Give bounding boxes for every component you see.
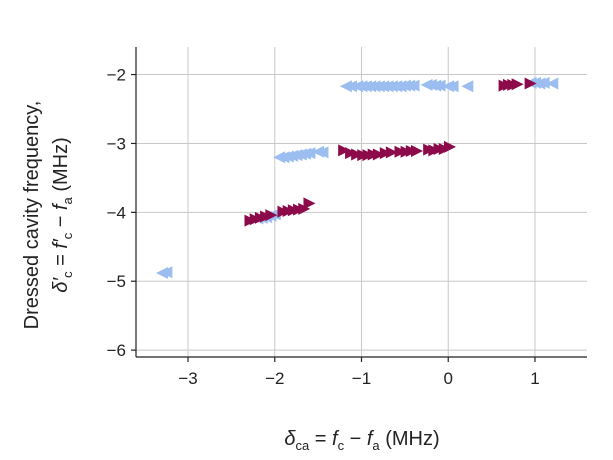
- data-point-right-triangle: [394, 145, 407, 158]
- data-point-right-triangle: [443, 140, 456, 153]
- data-point-right-triangle: [411, 145, 424, 158]
- data-point-left-triangle: [446, 80, 459, 93]
- data-point-left-triangle: [345, 80, 358, 93]
- data-point-right-triangle: [345, 147, 358, 160]
- x-axis-title: δca = fc − fa (MHz): [284, 428, 439, 453]
- data-point-right-triangle: [379, 147, 392, 160]
- data-point-right-triangle: [524, 77, 537, 90]
- data-point-right-triangle: [511, 78, 524, 91]
- y-axis-title: Dressed cavity frequency, δ′c = f′c − fa…: [21, 101, 75, 330]
- data-point-right-triangle: [351, 148, 364, 161]
- data-point-right-triangle: [372, 148, 385, 161]
- data-point-left-triangle: [303, 147, 316, 160]
- data-point-right-triangle: [385, 146, 398, 159]
- y-tick-label: −2: [107, 66, 126, 85]
- data-point-right-triangle: [303, 197, 316, 210]
- y-tick-label: −4: [107, 203, 126, 222]
- y-axis-title-line2: δ′c = f′c − fa (MHz): [50, 137, 75, 293]
- data-point-left-triangle: [160, 266, 173, 279]
- data-point-left-triangle: [433, 79, 446, 92]
- series-left-triangle: [156, 76, 559, 279]
- x-tick-label: −2: [265, 369, 284, 388]
- x-tick-label: −1: [352, 369, 371, 388]
- x-axis-ticks: −3 −2 −1 0 1: [178, 357, 540, 388]
- x-tick-label: 0: [443, 369, 452, 388]
- data-point-left-triangle: [461, 80, 474, 93]
- x-tick-label: 1: [530, 369, 539, 388]
- data-point-right-triangle: [265, 209, 278, 222]
- data-point-left-triangle: [316, 146, 329, 159]
- y-axis-ticks: −2 −3 −4 −5 −6: [107, 66, 136, 360]
- y-axis-title-line1: Dressed cavity frequency,: [21, 101, 43, 330]
- y-tick-label: −5: [107, 272, 126, 291]
- data-point-left-triangle: [537, 76, 550, 89]
- data-point-right-triangle: [338, 144, 351, 157]
- x-tick-label: −3: [178, 369, 197, 388]
- y-tick-label: −6: [107, 341, 126, 360]
- data-point-left-triangle: [546, 77, 559, 90]
- grid-lines: [136, 47, 587, 357]
- data-points: [156, 76, 559, 279]
- series-right-triangle: [244, 77, 537, 227]
- y-tick-label: −3: [107, 134, 126, 153]
- data-point-left-triangle: [407, 79, 420, 92]
